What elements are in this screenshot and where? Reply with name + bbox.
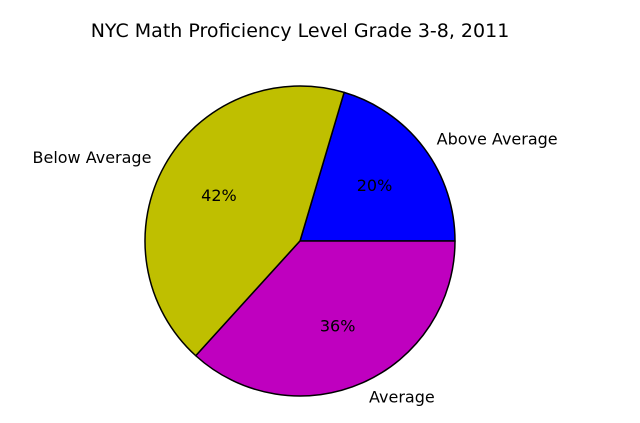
slice-category-label-below-average: Below Average xyxy=(33,148,152,167)
pie-slice-above-average xyxy=(299,91,456,242)
slice-percent-label-above-average: 20% xyxy=(357,176,393,195)
slice-percent-label-below-average: 42% xyxy=(201,186,237,205)
pie-slice-below-average xyxy=(144,85,345,357)
slice-category-label-above-average: Above Average xyxy=(437,130,558,149)
slice-percent-label-average: 36% xyxy=(320,317,356,336)
chart-title: NYC Math Proficiency Level Grade 3-8, 20… xyxy=(90,20,510,42)
pie-slice-average xyxy=(195,240,456,397)
slice-category-label-average: Average xyxy=(369,387,435,406)
